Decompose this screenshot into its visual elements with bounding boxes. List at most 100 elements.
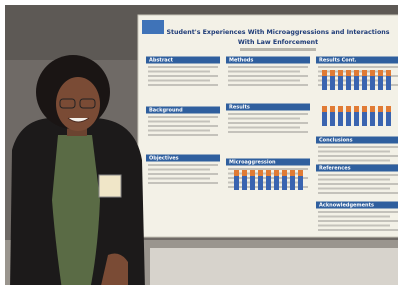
bar-blue (322, 76, 327, 90)
bar-orange (250, 170, 255, 176)
bar-orange (242, 170, 247, 176)
text-block (318, 174, 398, 176)
bar-orange (258, 170, 263, 176)
author-line (240, 48, 316, 51)
bar-blue (346, 76, 351, 90)
bar-orange (338, 106, 343, 112)
section-heading: Conclusions (319, 138, 353, 144)
text-block (318, 220, 398, 222)
text-block (318, 146, 398, 148)
text-block (228, 71, 300, 73)
bar-orange (338, 70, 343, 76)
section-heading: Acknowledgements (319, 203, 374, 209)
text-block (318, 66, 398, 68)
section-heading: Results (229, 105, 250, 111)
bar-blue (266, 176, 271, 190)
text-block (228, 75, 308, 77)
bar-blue (330, 112, 335, 126)
bar-orange (298, 170, 303, 176)
text-block (228, 122, 308, 124)
bar-blue (274, 176, 279, 190)
text-block (228, 168, 308, 170)
bar-orange (234, 170, 239, 176)
text-block (148, 169, 210, 171)
text-block (148, 71, 210, 73)
section-heading: Objectives (149, 156, 179, 162)
text-block (148, 178, 210, 180)
bar-blue (362, 112, 367, 126)
text-block (318, 179, 390, 181)
text-block (148, 121, 210, 123)
bar-blue (338, 112, 343, 126)
bar-orange (378, 106, 383, 112)
bar-orange (266, 170, 271, 176)
section-heading: Background (149, 108, 183, 114)
poster-title: With Law Enforcement (238, 39, 318, 46)
bar-orange (346, 70, 351, 76)
bar-orange (354, 106, 359, 112)
badge (99, 175, 121, 197)
bar-blue (346, 112, 351, 126)
bar-blue (250, 176, 255, 190)
logo (142, 20, 164, 34)
bar-orange (290, 170, 295, 176)
bar-blue (378, 76, 383, 90)
text-block (228, 131, 308, 133)
section-heading: Microaggression (229, 160, 276, 166)
text-block (148, 130, 210, 132)
text-block (318, 183, 398, 185)
bar-blue (354, 112, 359, 126)
text-block (318, 192, 398, 194)
text-block (148, 80, 210, 82)
text-block (318, 216, 390, 218)
bar-blue (242, 176, 247, 190)
text-block (148, 164, 218, 166)
bar-orange (362, 70, 367, 76)
bar-blue (258, 176, 263, 190)
section-heading: Methods (229, 58, 253, 64)
bar-blue (290, 176, 295, 190)
bar-orange (330, 106, 335, 112)
bar-orange (370, 106, 375, 112)
bar-blue (330, 76, 335, 90)
bar-blue (370, 76, 375, 90)
text-block (148, 116, 218, 118)
text-block (228, 84, 308, 86)
shirt (52, 135, 100, 290)
bar-orange (378, 70, 383, 76)
bar-blue (298, 176, 303, 190)
bar-blue (338, 76, 343, 90)
text-block (148, 182, 218, 184)
text-block (228, 113, 308, 115)
bar-orange (386, 106, 391, 112)
table (150, 248, 403, 290)
bar-blue (282, 176, 287, 190)
text-block (228, 127, 300, 129)
photo: Student's Experiences With Microaggressi… (0, 0, 403, 290)
text-block (318, 229, 398, 231)
bar-orange (362, 106, 367, 112)
bar-blue (234, 176, 239, 190)
text-block (148, 173, 218, 175)
poster-title: Student's Experiences With Microaggressi… (166, 29, 389, 36)
text-block (318, 211, 398, 213)
text-block (318, 188, 390, 190)
section-heading: Results Cont. (319, 58, 357, 64)
text-block (228, 80, 300, 82)
text-block (318, 225, 390, 227)
poster: Student's Experiences With Microaggressi… (138, 15, 403, 237)
bar-orange (354, 70, 359, 76)
text-block (148, 134, 218, 136)
bar-blue (378, 112, 383, 126)
text-block (228, 66, 308, 68)
bar-blue (322, 112, 327, 126)
bar-blue (362, 76, 367, 90)
text-block (148, 84, 218, 86)
text-block (318, 151, 390, 153)
text-block (148, 66, 218, 68)
bar-orange (370, 70, 375, 76)
section-heading: Abstract (149, 58, 174, 64)
bar-blue (354, 76, 359, 90)
bar-orange (346, 106, 351, 112)
face (56, 77, 100, 131)
